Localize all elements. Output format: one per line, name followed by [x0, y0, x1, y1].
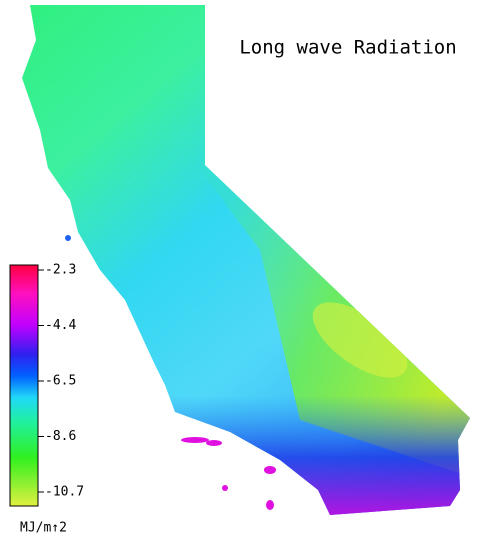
tick-label: -10.7 [45, 485, 84, 500]
tick-label: -6.5 [45, 374, 76, 389]
colorbar-ticks: -2.3 -4.4 -6.5 -8.6 -10.7 [38, 263, 84, 500]
tick-label: -8.6 [45, 429, 76, 444]
tick-label: -2.3 [45, 263, 76, 278]
colorbar [9, 264, 39, 507]
tick-label: -4.4 [45, 318, 76, 333]
colorbar-unit: MJ/m↑2 [20, 521, 67, 536]
islands [65, 235, 276, 510]
map-title: Long wave Radiation [239, 37, 456, 59]
